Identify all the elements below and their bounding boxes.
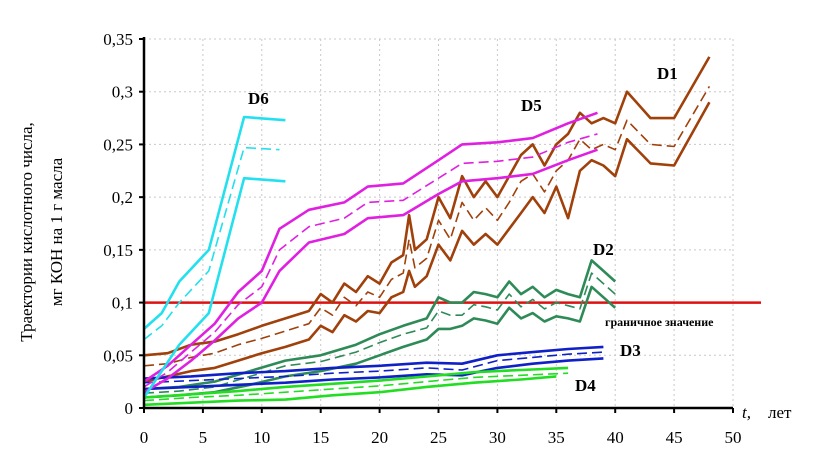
series-line-d5-upper: [143, 111, 598, 383]
series-line-d2-lower: [143, 285, 617, 399]
y-tick-label: 0,3: [112, 83, 133, 102]
x-tick-label: 20: [371, 428, 388, 447]
y-axis-label-line1: Траектории кислотного числа,: [17, 122, 36, 341]
axes: [139, 37, 734, 413]
x-tick-label: 25: [430, 428, 447, 447]
x-tick-label: 30: [489, 428, 506, 447]
y-tick-label: 0,05: [103, 346, 133, 365]
series-lines: [142, 56, 711, 407]
x-tick-label: 5: [199, 428, 208, 447]
y-tick-label: 0,25: [103, 135, 133, 154]
series-line-d4-mid: [143, 372, 569, 402]
x-tick-label: 40: [607, 428, 624, 447]
x-tick-label: 0: [140, 428, 149, 447]
series-line-d6-mid: [143, 146, 280, 341]
x-tick-label: 35: [548, 428, 565, 447]
series-label-d1: D1: [657, 64, 678, 83]
series-line-d5-mid: [143, 133, 598, 388]
x-tick-label: 15: [312, 428, 329, 447]
y-tick-label: 0,15: [103, 241, 133, 260]
series-line-d6-lower: [142, 176, 286, 399]
series-label-d6: D6: [248, 89, 269, 108]
series-line-d2-upper: [143, 259, 617, 391]
x-tick-label: 45: [666, 428, 683, 447]
series-line-d1-lower: [143, 101, 711, 383]
series-line-d4-lower: [143, 375, 557, 407]
y-tick-label: 0,2: [112, 188, 133, 207]
series-line-d1-mid: [143, 85, 711, 367]
series-line-d3-lower: [143, 357, 604, 391]
series-line-d4-upper: [143, 366, 569, 399]
y-tick-label: 0,35: [103, 30, 133, 49]
threshold-label: граничное значение: [605, 315, 714, 329]
x-tick-label: 10: [253, 428, 270, 447]
series-line-d1-upper: [143, 56, 711, 357]
y-tick-label: 0,1: [112, 294, 133, 313]
y-tick-label: 0: [125, 399, 134, 418]
series-line-d6-upper: [143, 115, 286, 330]
x-tick-label: 50: [725, 428, 742, 447]
x-axis-var: t,: [742, 403, 751, 422]
series-line-d3-upper: [143, 345, 604, 380]
series-labels: D1 D2 D3 D4 D5 D6: [248, 64, 678, 395]
series-line-d3-mid: [143, 351, 604, 384]
series-label-d4: D4: [575, 376, 596, 395]
series-line-d2-mid: [143, 272, 616, 394]
series-label-d2: D2: [593, 240, 614, 259]
y-axis-label-line2: мг КОН на 1 г масла: [47, 157, 66, 306]
tick-labels: 0 5 10 15 20 25 30 35 40 45 50 0 0,05 0,1 0,15 0,2 0,25 0…: [103, 30, 741, 447]
x-axis-unit: лет: [768, 403, 792, 422]
series-label-d5: D5: [521, 96, 542, 115]
series-label-d3: D3: [620, 341, 641, 360]
series-line-d5-lower: [143, 148, 598, 394]
